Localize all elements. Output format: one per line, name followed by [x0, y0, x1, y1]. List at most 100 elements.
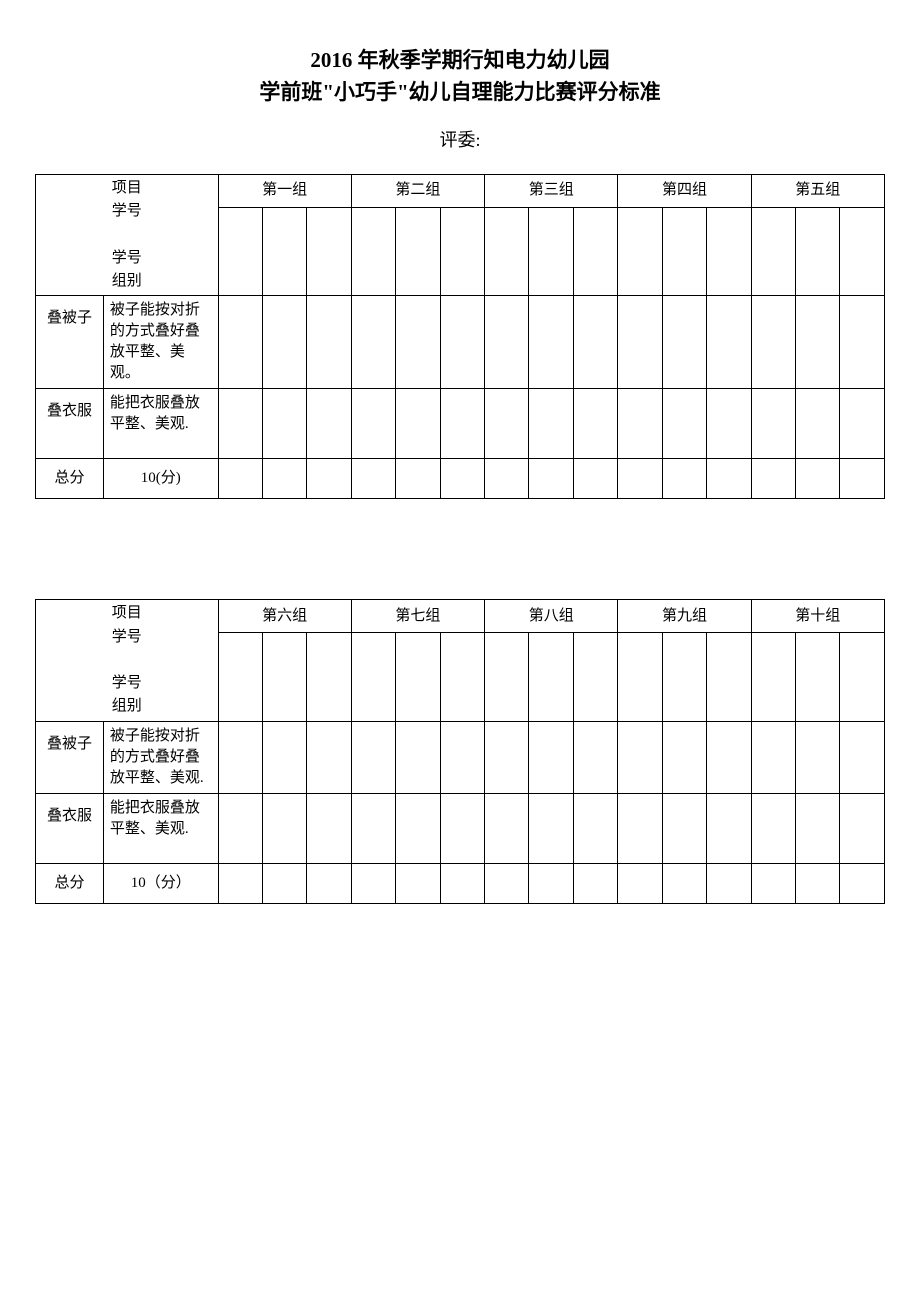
hdr-group: 组别 [112, 273, 142, 289]
header-subcell [707, 633, 751, 721]
total-score-cell [707, 459, 751, 499]
clothes-score-cell [396, 389, 440, 459]
clothes-score-cell [307, 389, 351, 459]
header-subcell [396, 633, 440, 721]
total-category: 总分 [36, 459, 104, 499]
group-header: 第四组 [618, 175, 751, 208]
header-subcell [396, 207, 440, 295]
total-score-cell [618, 863, 662, 903]
hdr-project: 项目 [112, 605, 142, 621]
header-subcell [440, 207, 484, 295]
hdr-student-id2: 学号 [112, 250, 142, 266]
clothes-score-cell [218, 793, 262, 863]
clothes-score-cell [796, 389, 840, 459]
total-score-cell [840, 459, 885, 499]
quilt-score-cell [440, 296, 484, 389]
header-subcell [218, 207, 262, 295]
hdr-student-id: 学号 [112, 629, 142, 645]
quilt-score-cell [573, 721, 617, 793]
clothes-score-cell [351, 389, 395, 459]
total-category: 总分 [36, 863, 104, 903]
quilt-score-cell [351, 721, 395, 793]
header-subcell [529, 633, 573, 721]
header-subcell [618, 207, 662, 295]
document-title: 2016 年秋季学期行知电力幼儿园 学前班"小巧手"幼儿自理能力比赛评分标准 [35, 45, 885, 108]
total-score-cell [662, 459, 706, 499]
quilt-score-cell [529, 296, 573, 389]
total-score-cell [262, 863, 306, 903]
quilt-score-cell [307, 721, 351, 793]
total-score-cell [440, 863, 484, 903]
total-score-cell [573, 863, 617, 903]
header-subcell [796, 633, 840, 721]
header-subcell [662, 207, 706, 295]
total-score-cell [351, 459, 395, 499]
quilt-score-cell [262, 721, 306, 793]
header-subcell [351, 633, 395, 721]
clothes-score-cell [440, 793, 484, 863]
header-subcell [307, 207, 351, 295]
title-line-1: 2016 年秋季学期行知电力幼儿园 [35, 45, 885, 77]
total-score-cell [485, 863, 529, 903]
clothes-score-cell [262, 389, 306, 459]
hdr-student-id2: 学号 [112, 675, 142, 691]
total-desc: 10（分） [103, 863, 218, 903]
quilt-score-cell [396, 721, 440, 793]
group-header: 第六组 [218, 600, 351, 633]
header-subcell [440, 633, 484, 721]
quilt-score-cell [796, 296, 840, 389]
group-header: 第一组 [218, 175, 351, 208]
header-project-cell: 项目学号学号组别 [36, 175, 219, 296]
quilt-category: 叠被子 [36, 296, 104, 389]
hdr-group: 组别 [112, 698, 142, 714]
quilt-score-cell [396, 296, 440, 389]
hdr-student-id: 学号 [112, 203, 142, 219]
clothes-score-cell [573, 389, 617, 459]
clothes-score-cell [707, 793, 751, 863]
group-header: 第五组 [751, 175, 884, 208]
total-score-cell [440, 459, 484, 499]
header-subcell [573, 207, 617, 295]
header-subcell [485, 207, 529, 295]
group-header: 第九组 [618, 600, 751, 633]
clothes-score-cell [440, 389, 484, 459]
tables-container: 项目学号学号组别第一组第二组第三组第四组第五组叠被子被子能按对折的方式叠好叠放平… [35, 174, 885, 904]
total-score-cell [218, 459, 262, 499]
quilt-score-cell [707, 296, 751, 389]
clothes-score-cell [707, 389, 751, 459]
header-subcell [840, 207, 885, 295]
total-desc: 10(分) [103, 459, 218, 499]
quilt-score-cell [485, 721, 529, 793]
quilt-desc: 被子能按对折的方式叠好叠放平整、美观. [103, 721, 218, 793]
clothes-score-cell [618, 793, 662, 863]
clothes-desc: 能把衣服叠放平整、美观. [103, 389, 218, 459]
quilt-score-cell [840, 296, 885, 389]
quilt-score-cell [218, 296, 262, 389]
total-score-cell [751, 863, 795, 903]
clothes-category: 叠衣服 [36, 793, 104, 863]
judge-label: 评委: [35, 126, 885, 152]
header-subcell [618, 633, 662, 721]
clothes-score-cell [840, 389, 885, 459]
group-header: 第八组 [485, 600, 618, 633]
quilt-score-cell [262, 296, 306, 389]
header-subcell [485, 633, 529, 721]
score-table-1: 项目学号学号组别第一组第二组第三组第四组第五组叠被子被子能按对折的方式叠好叠放平… [35, 174, 885, 499]
clothes-score-cell [529, 389, 573, 459]
clothes-score-cell [751, 389, 795, 459]
header-subcell [796, 207, 840, 295]
total-score-cell [840, 863, 885, 903]
total-score-cell [396, 863, 440, 903]
clothes-score-cell [840, 793, 885, 863]
header-subcell [662, 633, 706, 721]
title-line-2: 学前班"小巧手"幼儿自理能力比赛评分标准 [35, 77, 885, 109]
clothes-score-cell [662, 389, 706, 459]
clothes-score-cell [351, 793, 395, 863]
score-table-2: 项目学号学号组别第六组第七组第八组第九组第十组叠被子被子能按对折的方式叠好叠放平… [35, 599, 885, 903]
total-score-cell [218, 863, 262, 903]
header-subcell [751, 633, 795, 721]
clothes-category: 叠衣服 [36, 389, 104, 459]
hdr-project: 项目 [112, 180, 142, 196]
clothes-score-cell [307, 793, 351, 863]
header-subcell [529, 207, 573, 295]
